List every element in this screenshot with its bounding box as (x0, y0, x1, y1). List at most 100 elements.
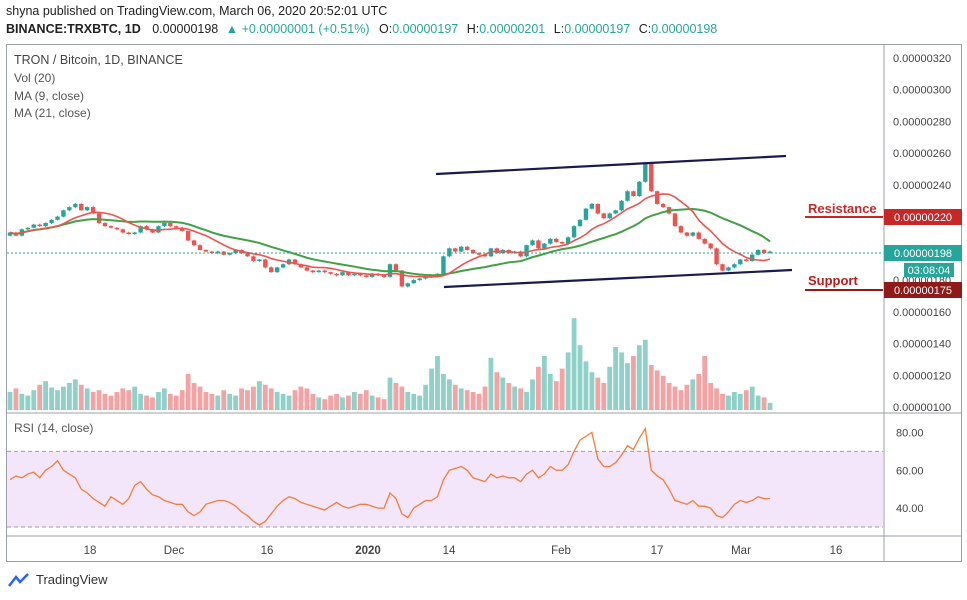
candle-body (577, 219, 583, 227)
volume-bar (387, 377, 393, 410)
candle-body (548, 238, 553, 244)
candle-body (49, 219, 54, 223)
volume-bar (435, 356, 440, 410)
volume-bar (494, 372, 500, 410)
candle-body (352, 273, 357, 276)
candle-body (233, 249, 238, 254)
time-tick-label: 2020 (355, 545, 381, 557)
volume-bar (245, 390, 250, 410)
volume-bar (292, 390, 298, 410)
candle-body (459, 246, 464, 252)
volume-bar (274, 392, 280, 410)
volume-bar (215, 395, 221, 410)
candle-body (571, 226, 577, 238)
volume-bar (346, 395, 351, 410)
volume-bar (417, 395, 423, 410)
support-label: Support (808, 273, 858, 288)
candle-body (702, 238, 707, 244)
price-tick-label: 0.00000320 (893, 53, 951, 65)
volume-bar (399, 386, 405, 410)
time-tick-label: 14 (443, 545, 456, 557)
resistance-label: Resistance (808, 201, 877, 216)
volume-bar (179, 390, 185, 410)
tradingview-logo[interactable]: TradingView (8, 572, 108, 587)
candle-body (619, 200, 624, 211)
candle-body (84, 207, 90, 211)
candle-body (738, 259, 743, 265)
volume-bar (316, 397, 322, 410)
candle-body (114, 227, 120, 230)
volume-bar (173, 395, 179, 410)
candle-body (185, 230, 191, 241)
volume-bar (755, 395, 761, 410)
candle-body (43, 222, 48, 227)
volume-bar (476, 393, 482, 410)
volume-bar (672, 386, 678, 410)
volume-bar (506, 383, 512, 410)
volume-bar (464, 390, 470, 410)
volume-bar (126, 390, 132, 410)
candle-body (583, 208, 589, 220)
ma21-legend: MA (21, close) (14, 106, 91, 120)
candle-body (749, 254, 755, 262)
candle-body (316, 270, 321, 273)
volume-bar (446, 379, 452, 410)
candle-body (696, 232, 701, 239)
volume-bar (262, 384, 268, 410)
candle-body (417, 278, 422, 281)
price-tick-label: 0.00000300 (893, 85, 951, 97)
candle-body (364, 275, 369, 277)
volume-bar (767, 402, 773, 410)
volume-bar (132, 386, 138, 410)
volume-bar (357, 393, 363, 410)
candle-body (257, 259, 262, 262)
volume-bar (227, 393, 233, 410)
candles (7, 161, 773, 288)
volume-bar (72, 379, 78, 410)
candle-body (726, 267, 731, 271)
volume-bar (601, 383, 607, 410)
volume-bar (363, 390, 369, 410)
rsi-line (9, 426, 770, 526)
volume-bar (743, 390, 749, 410)
volume-bar (78, 384, 84, 410)
volume-bar (696, 374, 702, 410)
candle-body (138, 226, 143, 233)
candle-body (405, 283, 411, 287)
candle-body (542, 243, 547, 249)
candle-body (649, 162, 654, 192)
candle-body (37, 224, 42, 227)
price-tick-label: 0.00000280 (893, 116, 951, 128)
volume-bar (488, 357, 494, 410)
candle-body (755, 249, 761, 255)
candle-body (168, 222, 173, 227)
volume-bar (702, 356, 708, 410)
volume-bar (589, 372, 595, 410)
volume-bar (577, 345, 583, 410)
candle-body (328, 272, 333, 274)
countdown-label: 03:08:04 (908, 265, 951, 277)
volume-bar (625, 363, 630, 410)
high-label: H: (466, 22, 480, 36)
volume-bar (96, 390, 102, 410)
candle-body (393, 264, 399, 271)
volume-bar (43, 381, 49, 410)
volume-bar (84, 388, 90, 410)
candle-body (292, 259, 298, 265)
volume-bar (660, 375, 666, 410)
candle-body (613, 210, 618, 214)
candle-body (227, 253, 232, 255)
volume-bar (185, 374, 191, 410)
volume-bar (512, 386, 518, 410)
candle-body (346, 272, 351, 276)
volume-bar (636, 345, 642, 410)
volume-bar (381, 399, 387, 410)
chart-frame (6, 44, 962, 562)
candle-body (263, 259, 268, 268)
volume-bar (102, 393, 108, 410)
volume-bar (684, 384, 690, 410)
volume-bar (161, 388, 167, 410)
volume-bar (191, 383, 197, 410)
volume-bar (55, 390, 60, 410)
